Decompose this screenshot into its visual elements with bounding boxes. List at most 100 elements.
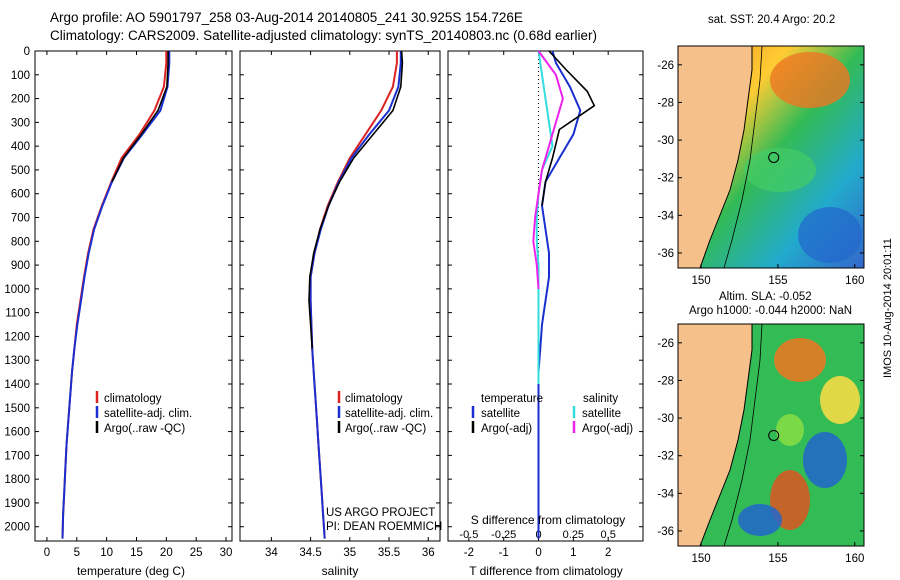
x-tick-label: 10 [100,547,113,559]
salinity-series [308,51,404,539]
credit-line-2: PI: DEAN ROEMMICH [326,521,442,533]
sst-coastline [699,46,753,269]
x-tick-label: 30 [220,547,233,559]
salinity-panel-frame [239,50,441,542]
depth-tick-label: 1700 [4,450,30,462]
lat-tick-label: -34 [657,210,674,222]
salinity-x-axis: 34 34.5 35 35.5 36 [265,51,435,559]
depth-tick-label: 1300 [4,355,30,367]
sla-mid-patch [776,414,804,446]
x-tick-label: -2 [464,547,474,559]
difference-legend: temperature satellite Argo(-adj) salinit… [471,393,633,435]
depth-tick-label: 200 [11,94,30,106]
depth-tick-label: 1800 [4,474,30,486]
depth-tick-label: 300 [11,117,30,129]
legend-item: Argo(..raw -QC) [345,423,426,435]
depth-tick-label: 600 [11,189,30,201]
depth-tick-label: 2000 [4,522,30,534]
temperature-x-axis: 0 5 10 15 20 25 30 [44,51,233,559]
legend-item: satellite [582,408,621,420]
x-tick-label: 36 [422,547,435,559]
series-line [541,51,596,206]
legend-item: satellite [481,408,520,420]
lon-tick-label: 155 [768,553,787,565]
s-diff-tick-label: 0.5 [601,529,616,541]
x-tick-label: 34 [265,547,278,559]
legend-item: satellite-adj. clim. [345,408,433,420]
x-tick-label: 25 [190,547,203,559]
legend-header-temperature: temperature [481,393,543,405]
sst-warm-patch [770,52,850,108]
map-axes: -26 -28 -30 -32 -34 -36 150 155 160 -26 -28 -30 -32 -… [657,60,864,565]
depth-tick-label: 700 [11,213,30,225]
lat-tick-label: -36 [657,248,674,260]
difference-series [532,51,596,539]
lon-tick-label: 160 [845,553,864,565]
sla-coastline [699,324,753,547]
sla-high-patch [774,338,826,382]
lat-tick-label: -30 [657,413,674,425]
depth-tick-label: 400 [11,141,30,153]
x-tick-label: -1 [499,547,509,559]
lat-tick-label: -26 [657,338,674,350]
series-line [61,51,171,539]
x-tick-label: 5 [74,547,80,559]
sla-isobath [723,323,763,547]
sst-map-frame [677,45,865,269]
series-line [535,51,554,384]
legend-item: Argo(-adj) [481,423,532,435]
sla-mid-patch [820,376,860,424]
series-line [308,51,404,349]
depth-axis: 0 100 200 300 400 500 600 700 800 900 1000 1100 1200… [4,46,643,534]
depth-tick-label: 1900 [4,498,30,510]
lat-tick-label: -34 [657,488,674,500]
sst-caption: sat. SST: 20.4 Argo: 20.2 [708,14,836,26]
lat-tick-label: -36 [657,526,674,538]
temperature-x-label: temperature (deg C) [77,564,185,578]
sla-map [677,323,865,547]
depth-tick-label: 500 [11,165,30,177]
x-tick-label: 2 [605,547,611,559]
depth-tick-label: 1000 [4,284,30,296]
series-line [309,51,402,539]
lon-tick-label: 155 [768,275,787,287]
title-line-2: Climatology: CARS2009. Satellite-adjuste… [50,28,598,43]
lat-tick-label: -28 [657,97,674,109]
legend-header-salinity: salinity [583,393,618,405]
series-line [532,51,564,289]
sst-land [678,46,752,268]
sst-map [677,45,865,269]
sla-low-patch [803,432,847,488]
depth-tick-label: 100 [11,70,30,82]
legend-item: satellite-adj. clim. [104,408,192,420]
difference-panel-frame [447,50,644,542]
depth-tick-label: 900 [11,260,30,272]
title-line-1: Argo profile: AO 5901797_258 03-Aug-2014… [50,10,523,25]
temperature-series [61,51,171,539]
sla-land [678,324,752,546]
series-line [309,51,398,539]
lat-tick-label: -32 [657,451,674,463]
legend-item: climatology [104,393,162,405]
depth-tick-label: 1500 [4,403,30,415]
sla-map-frame [677,323,865,547]
x-tick-label: 0 [535,547,541,559]
lon-tick-label: 150 [691,553,710,565]
x-tick-label: 1 [570,547,576,559]
x-tick-label: 34.5 [299,547,321,559]
legend-item: Argo(..raw -QC) [104,423,185,435]
lon-tick-label: 160 [845,275,864,287]
series-line [111,51,169,183]
s-diff-tick-label: 0.25 [563,529,584,541]
x-tick-label: 15 [130,547,143,559]
lat-tick-label: -30 [657,135,674,147]
s-diff-tick-label: -0.5 [459,529,478,541]
lat-tick-label: -32 [657,173,674,185]
s-difference-x-label: S difference from climatology [471,513,626,527]
sla-caption-line-2: Argo h1000: -0.044 h2000: NaN [689,305,853,317]
lon-tick-label: 150 [691,275,710,287]
sst-profile-location-marker [768,151,780,163]
sst-isobath [723,45,763,269]
depth-tick-label: 1200 [4,331,30,343]
